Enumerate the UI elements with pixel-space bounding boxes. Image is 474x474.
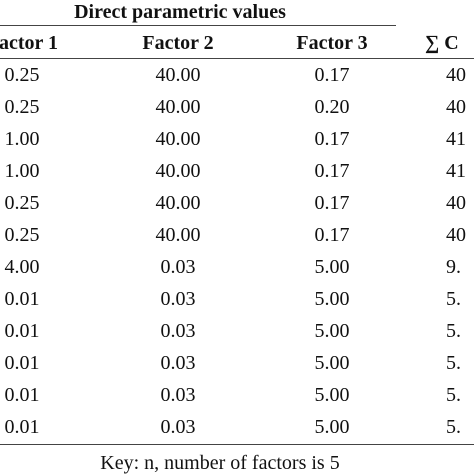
table-cell: 0.03 — [160, 384, 196, 406]
table-cell: 0.25 — [4, 96, 40, 118]
header-rule — [0, 58, 474, 59]
table-cell: 0.17 — [314, 192, 350, 214]
table-cell: 1.00 — [4, 160, 40, 182]
table-cell: 5. — [446, 288, 461, 310]
table-cell: 5.00 — [314, 384, 350, 406]
table-cell: 0.03 — [160, 352, 196, 374]
bottom-rule — [0, 444, 474, 445]
table-cell: 5.00 — [314, 256, 350, 278]
table-cell: 5.00 — [314, 416, 350, 438]
table-cell: 41 — [446, 160, 466, 182]
table-cell: 5.00 — [314, 320, 350, 342]
table-cell: 0.25 — [4, 64, 40, 86]
table-cell: 0.01 — [4, 288, 40, 310]
table-cell: 0.17 — [314, 64, 350, 86]
column-header: Factor 3 — [296, 32, 368, 54]
table-cell: 5. — [446, 320, 461, 342]
table-cell: 40 — [446, 64, 466, 86]
table-cell: 0.17 — [314, 224, 350, 246]
key-note: Key: n, number of factors is 5 — [100, 452, 340, 474]
table-cell: 5. — [446, 352, 461, 374]
column-header: actor 1 — [0, 32, 59, 54]
table-cell: 0.01 — [4, 416, 40, 438]
table-cell: 40.00 — [155, 96, 201, 118]
table-cell: 0.25 — [4, 224, 40, 246]
table-cell: 40.00 — [155, 128, 201, 150]
table-cell: 0.01 — [4, 352, 40, 374]
table-cell: 5. — [446, 416, 461, 438]
table-cell: 1.00 — [4, 128, 40, 150]
table-cell: 40.00 — [155, 192, 201, 214]
table-cell: 0.25 — [4, 192, 40, 214]
column-header: Factor 2 — [142, 32, 214, 54]
table-cell: 40 — [446, 224, 466, 246]
table-cell: 0.03 — [160, 256, 196, 278]
table-cell: 0.17 — [314, 160, 350, 182]
title-rule — [0, 25, 396, 26]
table-cell: 40 — [446, 96, 466, 118]
table-cell: 5.00 — [314, 288, 350, 310]
table-cell: 5. — [446, 384, 461, 406]
table-cell: 0.17 — [314, 128, 350, 150]
table-cell: 0.03 — [160, 288, 196, 310]
table-cell: 40.00 — [155, 160, 201, 182]
table-cell: 4.00 — [4, 256, 40, 278]
table-cell: 41 — [446, 128, 466, 150]
column-header: ∑ C — [425, 32, 459, 54]
table-cell: 9. — [446, 256, 461, 278]
table-cell: 40.00 — [155, 224, 201, 246]
table-cell: 0.01 — [4, 384, 40, 406]
table-cell: 40.00 — [155, 64, 201, 86]
table-cell: 0.03 — [160, 320, 196, 342]
table-cell: 0.03 — [160, 416, 196, 438]
table-title: Direct parametric values — [74, 1, 286, 23]
table-cell: 5.00 — [314, 352, 350, 374]
table-cell: 0.01 — [4, 320, 40, 342]
table-cell: 40 — [446, 192, 466, 214]
table-cell: 0.20 — [314, 96, 350, 118]
